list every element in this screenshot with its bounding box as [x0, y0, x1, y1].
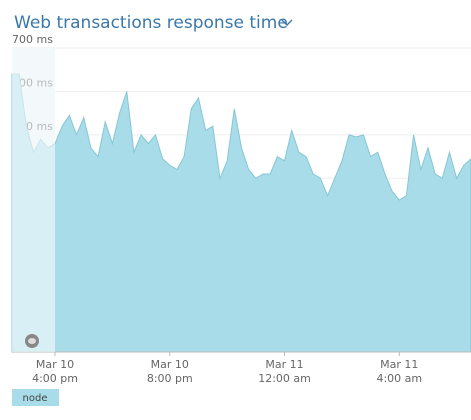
marker-icon-inner — [28, 338, 36, 344]
x-tick-sublabel: 4:00 am — [376, 372, 422, 385]
x-tick-label: Mar 11 — [380, 358, 418, 371]
faded-region — [12, 48, 55, 352]
x-tick-sublabel: 8:00 pm — [147, 372, 193, 385]
legend-label: node — [23, 393, 48, 404]
legend-swatch[interactable] — [12, 389, 59, 406]
chart-title: Web transactions response time — [14, 13, 288, 33]
x-tick-label: Mar 11 — [265, 358, 303, 371]
title-chevron[interactable] — [281, 19, 293, 26]
x-tick-label: Mar 10 — [36, 358, 74, 371]
x-tick-sublabel: 4:00 pm — [32, 372, 78, 385]
x-tick-sublabel: 12:00 am — [258, 372, 311, 385]
plot: 100 ms200 ms300 ms400 ms500 ms600 ms700 … — [11, 33, 471, 385]
x-tick-label: Mar 10 — [151, 358, 189, 371]
area — [11, 73, 471, 353]
y-tick-label: 700 ms — [12, 33, 53, 46]
